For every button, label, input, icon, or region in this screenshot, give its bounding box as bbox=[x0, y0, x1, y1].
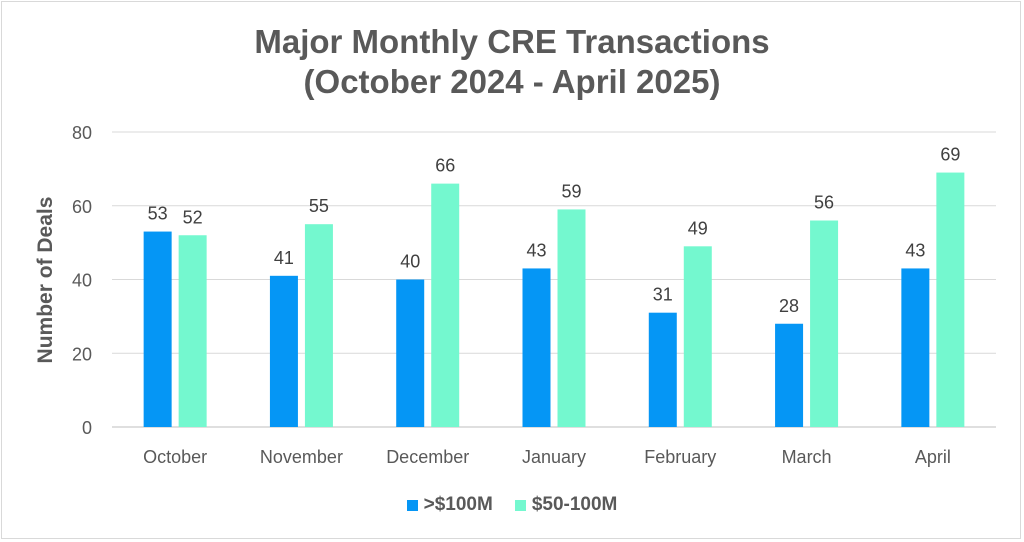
y-axis-ticks: 0 20 40 60 80 bbox=[72, 123, 92, 438]
bar-gt-100m bbox=[901, 268, 930, 427]
x-axis-ticks: October November December January February Ma… bbox=[143, 447, 951, 467]
data-label: 43 bbox=[526, 240, 546, 260]
bar-gt-100m bbox=[648, 312, 677, 427]
data-label: 55 bbox=[309, 196, 329, 216]
legend-swatch-gt-100m bbox=[406, 499, 418, 511]
bar-gt-100m bbox=[396, 279, 425, 427]
data-labels: 53 52 41 55 40 66 43 59 31 49 28 56 43 69 bbox=[148, 145, 961, 316]
chart-title-line-2: (October 2024 - April 2025) bbox=[303, 63, 721, 100]
bar-gt-100m bbox=[143, 231, 172, 427]
bar-50-100m bbox=[557, 209, 586, 427]
bar-50-100m bbox=[431, 183, 460, 427]
x-tick-label: April bbox=[915, 447, 951, 467]
chart-title-line-1: Major Monthly CRE Transactions bbox=[254, 23, 770, 60]
bar-gt-100m bbox=[522, 268, 551, 427]
x-tick-label: February bbox=[644, 447, 716, 467]
bars bbox=[143, 172, 965, 427]
gridlines bbox=[112, 131, 996, 428]
bar-50-100m bbox=[683, 246, 712, 427]
y-tick-label: 20 bbox=[72, 344, 92, 364]
data-label: 56 bbox=[814, 193, 834, 213]
legend-item-50-100m: $50-100M bbox=[514, 494, 618, 516]
bar-50-100m bbox=[936, 172, 965, 427]
data-label: 40 bbox=[400, 252, 420, 272]
legend-label-50-100m: $50-100M bbox=[531, 494, 618, 515]
bar-50-100m bbox=[178, 235, 207, 427]
data-label: 41 bbox=[274, 248, 294, 268]
data-label: 53 bbox=[148, 204, 168, 224]
x-tick-label: December bbox=[386, 447, 469, 467]
data-label: 49 bbox=[688, 218, 708, 238]
bar-50-100m bbox=[810, 220, 839, 427]
y-tick-label: 60 bbox=[72, 197, 92, 217]
bar-gt-100m bbox=[269, 275, 298, 427]
y-tick-label: 40 bbox=[72, 271, 92, 291]
data-label: 66 bbox=[435, 156, 455, 176]
legend-label-gt-100m: >$100M bbox=[423, 494, 493, 515]
bar-50-100m bbox=[304, 224, 333, 427]
data-label: 59 bbox=[561, 181, 581, 201]
x-tick-label: January bbox=[522, 447, 586, 467]
data-label: 31 bbox=[653, 285, 673, 305]
data-label: 69 bbox=[940, 145, 960, 165]
x-tick-label: November bbox=[260, 447, 343, 467]
legend-swatch-50-100m bbox=[514, 499, 526, 511]
x-tick-label: October bbox=[143, 447, 207, 467]
y-axis-label: Number of Deals bbox=[34, 197, 57, 364]
bar-gt-100m bbox=[775, 323, 804, 427]
y-tick-label: 0 bbox=[82, 418, 92, 438]
data-label: 43 bbox=[905, 240, 925, 260]
y-tick-label: 80 bbox=[72, 123, 92, 143]
data-label: 52 bbox=[183, 207, 203, 227]
x-tick-label: March bbox=[782, 447, 832, 467]
data-label: 28 bbox=[779, 296, 799, 316]
legend: >$100M $50-100M bbox=[0, 494, 1024, 516]
legend-item-gt-100m: >$100M bbox=[406, 494, 493, 516]
